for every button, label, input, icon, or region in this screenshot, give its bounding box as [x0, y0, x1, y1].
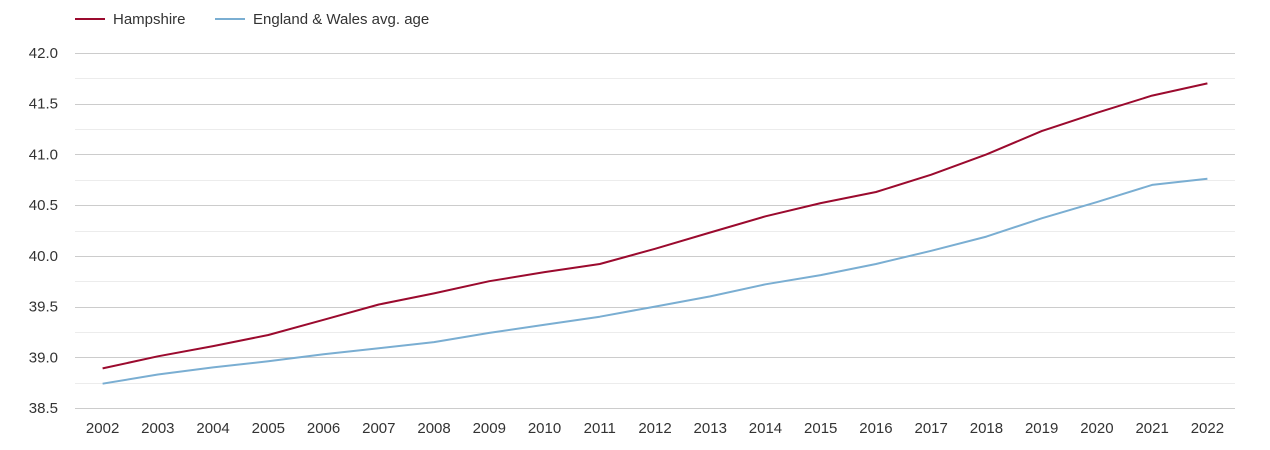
x-tick-label: 2016	[859, 420, 892, 437]
point-hampshire-2012[interactable]	[651, 245, 659, 253]
point-hampshire-2005[interactable]	[264, 331, 272, 339]
point-hampshire-2016[interactable]	[872, 188, 880, 196]
point-hampshire-2009[interactable]	[485, 277, 493, 285]
point-england-wales-2017[interactable]	[927, 247, 935, 255]
point-hampshire-2013[interactable]	[706, 229, 714, 237]
point-england-wales-2014[interactable]	[762, 280, 770, 288]
point-hampshire-2003[interactable]	[154, 352, 162, 360]
point-england-wales-2008[interactable]	[430, 338, 438, 346]
legend-label-england-wales: England & Wales avg. age	[253, 11, 429, 28]
point-hampshire-2015[interactable]	[817, 199, 825, 207]
point-hampshire-2021[interactable]	[1148, 92, 1156, 100]
x-tick-label: 2013	[694, 420, 727, 437]
point-hampshire-2006[interactable]	[320, 316, 328, 324]
point-england-wales-2012[interactable]	[651, 303, 659, 311]
legend-item-england-wales[interactable]: England & Wales avg. age	[215, 11, 429, 28]
x-tick-label: 2012	[638, 420, 671, 437]
point-england-wales-2015[interactable]	[817, 271, 825, 279]
y-tick-label: 41.0	[29, 146, 58, 163]
point-england-wales-2007[interactable]	[375, 344, 383, 352]
point-hampshire-2017[interactable]	[927, 171, 935, 179]
series-lines	[99, 79, 1211, 388]
point-england-wales-2002[interactable]	[99, 380, 107, 388]
series-line-england-wales[interactable]	[102, 177, 1208, 385]
point-england-wales-2010[interactable]	[541, 321, 549, 329]
x-tick-label: 2010	[528, 420, 561, 437]
y-tick-label: 42.0	[29, 45, 58, 62]
point-england-wales-2005[interactable]	[264, 357, 272, 365]
point-hampshire-2011[interactable]	[596, 260, 604, 268]
y-tick-label: 38.5	[29, 400, 58, 417]
x-tick-label: 2015	[804, 420, 837, 437]
point-england-wales-2020[interactable]	[1093, 198, 1101, 206]
point-hampshire-2018[interactable]	[982, 150, 990, 158]
point-england-wales-2013[interactable]	[706, 292, 714, 300]
series-line-hampshire[interactable]	[102, 82, 1208, 370]
x-tick-label: 2003	[141, 420, 174, 437]
point-england-wales-2019[interactable]	[1038, 214, 1046, 222]
y-tick-label: 41.5	[29, 96, 58, 113]
x-tick-label: 2002	[86, 420, 119, 437]
point-hampshire-2004[interactable]	[209, 342, 217, 350]
x-tick-label: 2014	[749, 420, 782, 437]
x-tick-label: 2007	[362, 420, 395, 437]
y-tick-label: 39.5	[29, 299, 58, 316]
point-hampshire-2014[interactable]	[762, 212, 770, 220]
point-england-wales-2011[interactable]	[596, 313, 604, 321]
x-axis: 2002 2003 2004 2005 2006 2007 2008 2009 2010 2011…	[86, 420, 1224, 437]
point-hampshire-2002[interactable]	[99, 364, 107, 372]
y-tick-label: 39.0	[29, 349, 58, 366]
point-england-wales-2021[interactable]	[1148, 181, 1156, 189]
point-england-wales-2003[interactable]	[154, 371, 162, 379]
legend-label-hampshire: Hampshire	[113, 11, 186, 28]
x-tick-label: 2005	[252, 420, 285, 437]
x-tick-label: 2018	[970, 420, 1003, 437]
x-tick-label: 2011	[584, 420, 616, 437]
point-england-wales-2006[interactable]	[320, 350, 328, 358]
y-tick-label: 40.0	[29, 248, 58, 265]
point-hampshire-2008[interactable]	[430, 289, 438, 297]
y-axis: 42.0 41.5 41.0 40.5 40.0 39.5 39.0 38.5	[29, 45, 58, 417]
point-hampshire-2019[interactable]	[1038, 127, 1046, 135]
x-tick-label: 2019	[1025, 420, 1058, 437]
x-tick-label: 2004	[196, 420, 229, 437]
x-tick-label: 2008	[417, 420, 450, 437]
point-england-wales-2022[interactable]	[1203, 175, 1211, 183]
x-tick-label: 2020	[1080, 420, 1113, 437]
y-tick-label: 40.5	[29, 197, 58, 214]
point-england-wales-2016[interactable]	[872, 260, 880, 268]
legend: Hampshire England & Wales avg. age	[75, 11, 429, 28]
x-tick-label: 2017	[915, 420, 948, 437]
point-england-wales-2004[interactable]	[209, 363, 217, 371]
point-hampshire-2020[interactable]	[1093, 109, 1101, 117]
x-tick-label: 2009	[473, 420, 506, 437]
x-tick-label: 2006	[307, 420, 340, 437]
x-tick-label: 2021	[1135, 420, 1168, 437]
point-hampshire-2022[interactable]	[1203, 79, 1211, 87]
legend-item-hampshire[interactable]: Hampshire	[75, 11, 186, 28]
point-hampshire-2010[interactable]	[541, 268, 549, 276]
gridlines	[75, 53, 1235, 409]
point-hampshire-2007[interactable]	[375, 301, 383, 309]
point-england-wales-2018[interactable]	[982, 233, 990, 241]
x-tick-label: 2022	[1191, 420, 1224, 437]
point-england-wales-2009[interactable]	[485, 329, 493, 337]
